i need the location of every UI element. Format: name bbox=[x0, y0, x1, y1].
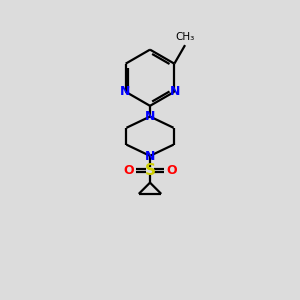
Text: N: N bbox=[170, 85, 180, 98]
Text: S: S bbox=[145, 163, 155, 178]
Text: N: N bbox=[145, 150, 155, 163]
Text: CH₃: CH₃ bbox=[176, 32, 195, 42]
Text: N: N bbox=[145, 110, 155, 123]
Text: O: O bbox=[123, 164, 134, 177]
Text: O: O bbox=[167, 164, 177, 177]
Text: N: N bbox=[120, 85, 130, 98]
